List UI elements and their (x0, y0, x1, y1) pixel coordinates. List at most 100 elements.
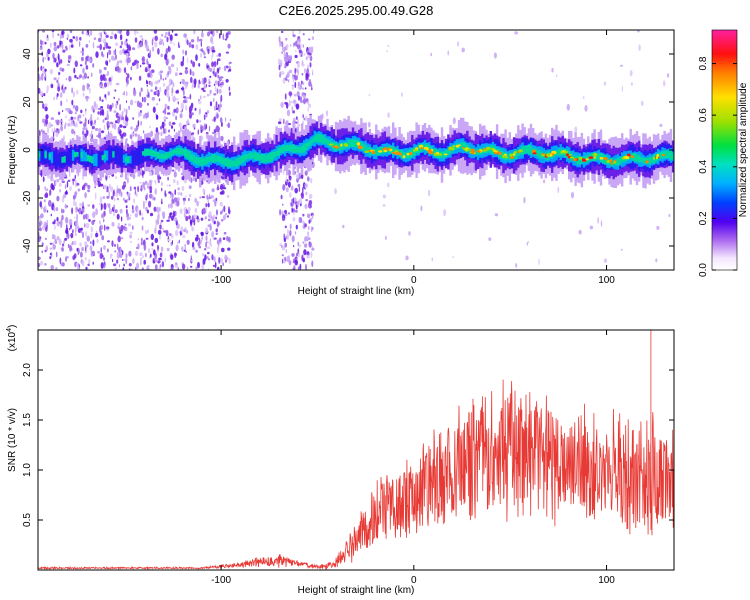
heatmap-noise-cell (382, 204, 386, 207)
heatmap-noise-cell (40, 39, 42, 45)
heatmap-noise-cell (113, 211, 115, 217)
heatmap-noise-cell (574, 126, 578, 133)
heatmap-ridge-cell (269, 152, 272, 163)
heatmap-noise-cell (287, 123, 291, 125)
heatmap-noise-cell (49, 252, 52, 256)
heatmap-noise-cell (220, 183, 224, 190)
heatmap-hot-cell (569, 156, 575, 159)
heatmap-noise-cell (51, 234, 55, 240)
heatmap-noise-cell (38, 129, 41, 137)
heatmap-noise-cell (307, 213, 311, 219)
heatmap-noise-cell (82, 231, 84, 239)
heatmap-noise-cell (297, 123, 301, 128)
heatmap-noise-cell (102, 119, 105, 123)
heatmap-noise-cell (139, 112, 142, 117)
heatmap-noise-cell (215, 228, 218, 233)
heatmap-noise-cell (200, 217, 204, 221)
heatmap-noise-cell (61, 214, 64, 221)
heatmap-ridge-cell (570, 152, 573, 161)
heatmap-y-tick-label: -20 (22, 190, 33, 205)
heatmap-ridge-cell (351, 139, 355, 148)
heatmap-noise-cell (222, 262, 224, 267)
heatmap-ridge-cell (298, 146, 302, 153)
heatmap-noise-cell (139, 209, 142, 216)
heatmap-noise-cell (100, 203, 103, 210)
heatmap-noise-cell (116, 185, 119, 190)
heatmap-noise-cell (182, 99, 187, 104)
heatmap-ridge-cell (63, 156, 66, 163)
heatmap-noise-cell (306, 68, 310, 74)
heatmap-noise-cell (119, 59, 122, 63)
heatmap-noise-cell (286, 233, 290, 240)
heatmap-hot-cell (399, 152, 402, 156)
heatmap-noise-cell (53, 77, 57, 81)
heatmap-noise-cell (205, 112, 208, 115)
heatmap-noise-cell (133, 198, 136, 203)
heatmap-ridge-cell (86, 154, 90, 162)
heatmap-noise-cell (138, 75, 142, 81)
heatmap-noise-cell (292, 117, 296, 123)
heatmap-noise-cell (224, 213, 228, 216)
heatmap-noise-cell (95, 232, 99, 238)
heatmap-ridge-cell (192, 155, 196, 164)
heatmap-noise-cell (118, 98, 120, 101)
heatmap-noise-cell (215, 197, 218, 201)
heatmap-noise-cell (97, 132, 102, 139)
heatmap-noise-cell (180, 87, 184, 90)
heatmap-noise-cell (103, 264, 106, 269)
heatmap-noise-cell (134, 133, 138, 137)
heatmap-hot-cell (588, 156, 594, 159)
heatmap-noise-cell (115, 54, 117, 60)
heatmap-ridge-cell (150, 149, 153, 156)
heatmap-ridge-cell (311, 138, 314, 144)
heatmap-ridge-cell (120, 148, 124, 168)
heatmap-noise-cell (84, 192, 87, 199)
heatmap-hot-cell (356, 142, 361, 146)
heatmap-noise-cell (113, 49, 116, 56)
heatmap-noise-cell (71, 87, 73, 94)
heatmap-noise-cell (161, 211, 166, 217)
heatmap-noise-cell (212, 71, 215, 74)
heatmap-ridge-cell (241, 155, 244, 163)
heatmap-noise-cell (280, 41, 282, 44)
heatmap-noise-cell (186, 266, 189, 270)
heatmap-noise-cell (139, 91, 142, 97)
heatmap-ridge-cell (667, 151, 670, 159)
heatmap-noise-cell (217, 184, 219, 191)
heatmap-noise-cell (46, 85, 49, 92)
heatmap-ridge-cell (557, 149, 560, 156)
heatmap-noise-cell (209, 225, 212, 231)
heatmap-noise-cell (227, 122, 231, 129)
heatmap-noise-cell (514, 31, 518, 35)
heatmap-noise-cell (55, 119, 57, 124)
heatmap-noise-cell (42, 103, 45, 109)
heatmap-noise-cell (87, 184, 91, 190)
heatmap-noise-cell (220, 135, 224, 142)
heatmap-ridge-cell (67, 148, 71, 167)
heatmap-noise-cell (284, 225, 287, 229)
snr-y-tick-label: 1.5 (22, 413, 33, 427)
heatmap-noise-cell (117, 126, 120, 132)
heatmap-noise-cell (107, 45, 110, 49)
heatmap-noise-cell (150, 130, 154, 137)
heatmap-ridge-cell (222, 158, 225, 165)
heatmap-noise-cell (280, 194, 283, 200)
heatmap-noise-cell (183, 198, 185, 206)
heatmap-noise-cell (291, 253, 295, 257)
heatmap-noise-cell (161, 260, 165, 268)
heatmap-noise-cell (367, 121, 371, 128)
heatmap-noise-cell (56, 178, 60, 183)
heatmap-noise-cell (603, 81, 607, 86)
heatmap-ridge-cell (38, 152, 41, 158)
heatmap-ridge-cell (432, 148, 435, 155)
heatmap-noise-cell (387, 112, 390, 118)
heatmap-noise-cell (304, 236, 307, 243)
heatmap-noise-cell (103, 245, 106, 250)
heatmap-noise-cell (55, 181, 57, 186)
heatmap-noise-cell (56, 92, 59, 97)
heatmap-noise-cell (113, 197, 116, 202)
heatmap-noise-cell (160, 221, 162, 225)
heatmap-noise-cell (200, 32, 204, 38)
heatmap-noise-cell (184, 69, 189, 75)
heatmap-noise-cell (307, 107, 309, 112)
